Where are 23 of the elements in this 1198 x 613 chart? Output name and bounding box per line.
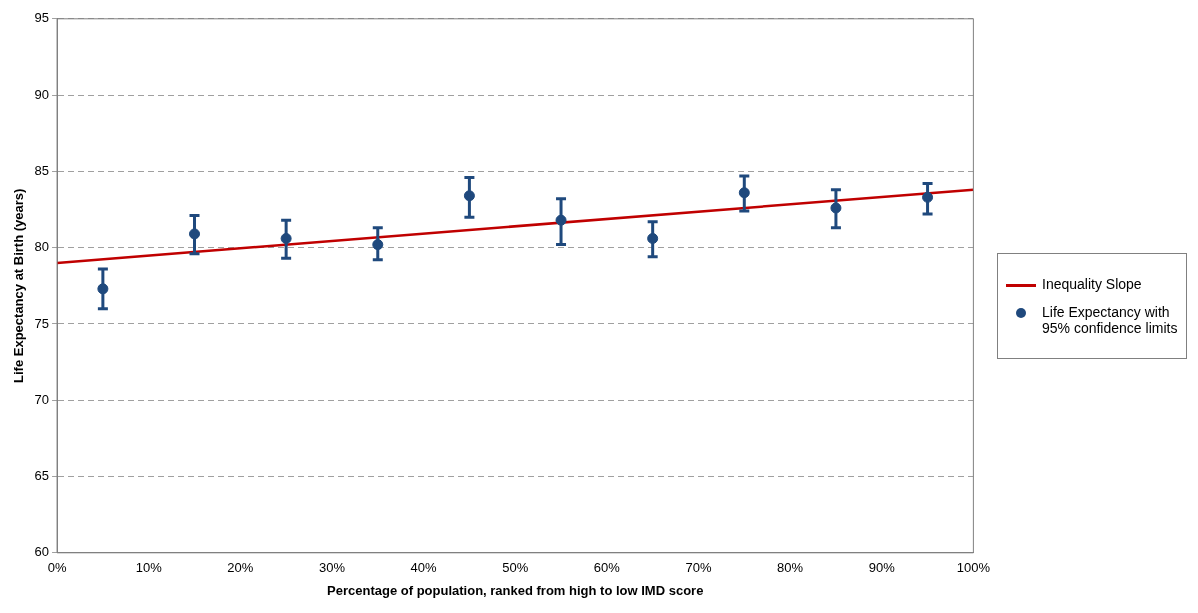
y-tick-label: 70 — [34, 391, 50, 407]
y-tick-label: 95 — [34, 10, 50, 26]
x-tick-label: 10% — [135, 560, 163, 576]
y-tick-label: 90 — [34, 86, 50, 102]
y-tick-label: 80 — [34, 239, 50, 255]
x-tick-label: 30% — [318, 560, 346, 576]
legend-label: Inequality Slope — [1042, 275, 1142, 292]
x-tick-label: 80% — [777, 560, 804, 576]
x-tick-label: 20% — [227, 560, 254, 576]
x-tick-label: 90% — [868, 560, 896, 576]
y-tick-label: 60 — [34, 544, 50, 560]
y-axis-title: Life Expectancy at Birth (years) — [11, 188, 27, 383]
x-tick-label: 100% — [956, 560, 991, 576]
y-tick-label: 75 — [34, 315, 50, 331]
legend-label: Life Expectancy with 95% confidence limits — [1042, 303, 1178, 336]
x-tick-label: 50% — [502, 560, 529, 576]
x-axis-title: Percentage of population, ranked from high to low IMD score — [327, 582, 704, 598]
x-tick-label: 40% — [410, 560, 438, 576]
x-tick-label: 0% — [47, 560, 67, 576]
y-tick-label: 85 — [34, 162, 50, 178]
x-tick-label: 60% — [593, 560, 621, 576]
y-tick-label: 65 — [34, 468, 50, 484]
x-tick-label: 70% — [685, 560, 712, 576]
